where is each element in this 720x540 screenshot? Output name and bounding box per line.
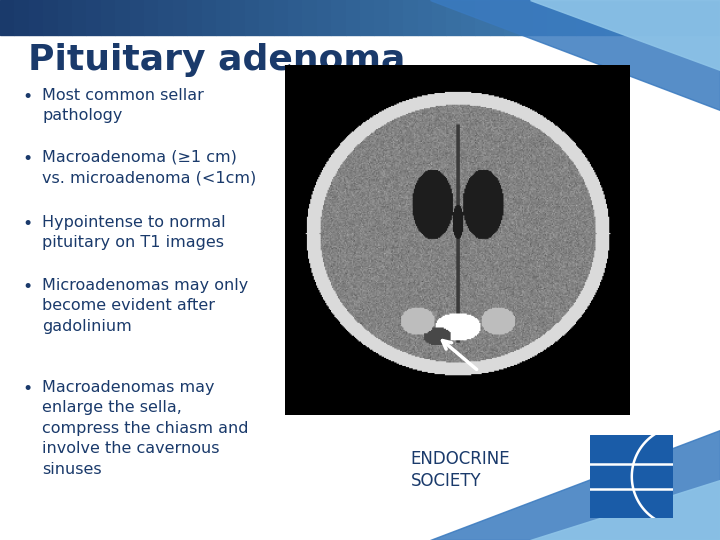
- Bar: [475, 0, 490, 35]
- Bar: [230, 0, 245, 35]
- Bar: [634, 0, 648, 35]
- Bar: [331, 0, 346, 35]
- Polygon shape: [430, 430, 720, 540]
- Text: •: •: [22, 215, 32, 233]
- Bar: [58, 0, 72, 35]
- Bar: [101, 0, 115, 35]
- Bar: [317, 0, 331, 35]
- Bar: [619, 0, 634, 35]
- Bar: [418, 0, 432, 35]
- Bar: [432, 0, 446, 35]
- Bar: [187, 0, 202, 35]
- Bar: [403, 0, 418, 35]
- Bar: [130, 0, 144, 35]
- Bar: [706, 0, 720, 35]
- Bar: [259, 0, 274, 35]
- Text: Hypointense to normal
pituitary on T1 images: Hypointense to normal pituitary on T1 im…: [42, 215, 225, 251]
- Text: ENDOCRINE
SOCIETY: ENDOCRINE SOCIETY: [410, 450, 510, 490]
- Bar: [547, 0, 562, 35]
- Bar: [605, 0, 619, 35]
- Bar: [648, 0, 662, 35]
- Bar: [86, 0, 101, 35]
- Bar: [72, 0, 86, 35]
- Bar: [274, 0, 288, 35]
- Bar: [360, 0, 374, 35]
- Polygon shape: [530, 0, 720, 70]
- Bar: [374, 0, 389, 35]
- Bar: [677, 0, 691, 35]
- Bar: [216, 0, 230, 35]
- Bar: [115, 0, 130, 35]
- Bar: [576, 0, 590, 35]
- Bar: [43, 0, 58, 35]
- Polygon shape: [430, 0, 720, 110]
- Text: •: •: [22, 278, 32, 296]
- Text: Macroadenomas may
enlarge the sella,
compress the chiasm and
involve the caverno: Macroadenomas may enlarge the sella, com…: [42, 380, 248, 477]
- Bar: [158, 0, 173, 35]
- Text: •: •: [22, 380, 32, 398]
- Bar: [14, 0, 29, 35]
- Bar: [533, 0, 547, 35]
- Bar: [29, 0, 43, 35]
- Bar: [202, 0, 216, 35]
- Text: •: •: [22, 150, 32, 168]
- Bar: [461, 0, 475, 35]
- Bar: [173, 0, 187, 35]
- Bar: [504, 0, 518, 35]
- Bar: [518, 0, 533, 35]
- Bar: [288, 0, 302, 35]
- Bar: [302, 0, 317, 35]
- Bar: [662, 0, 677, 35]
- Text: Most common sellar
pathology: Most common sellar pathology: [42, 88, 204, 124]
- Text: •: •: [22, 88, 32, 106]
- Text: Pituitary adenoma: Pituitary adenoma: [28, 43, 405, 77]
- Polygon shape: [530, 480, 720, 540]
- Bar: [0, 0, 14, 35]
- Bar: [144, 0, 158, 35]
- Bar: [490, 0, 504, 35]
- Bar: [245, 0, 259, 35]
- Bar: [691, 0, 706, 35]
- Text: Macroadenoma (≥1 cm)
vs. microadenoma (<1cm): Macroadenoma (≥1 cm) vs. microadenoma (<…: [42, 150, 256, 185]
- Bar: [590, 0, 605, 35]
- Bar: [446, 0, 461, 35]
- Bar: [562, 0, 576, 35]
- Text: Microadenomas may only
become evident after
gadolinium: Microadenomas may only become evident af…: [42, 278, 248, 334]
- Bar: [389, 0, 403, 35]
- Bar: [346, 0, 360, 35]
